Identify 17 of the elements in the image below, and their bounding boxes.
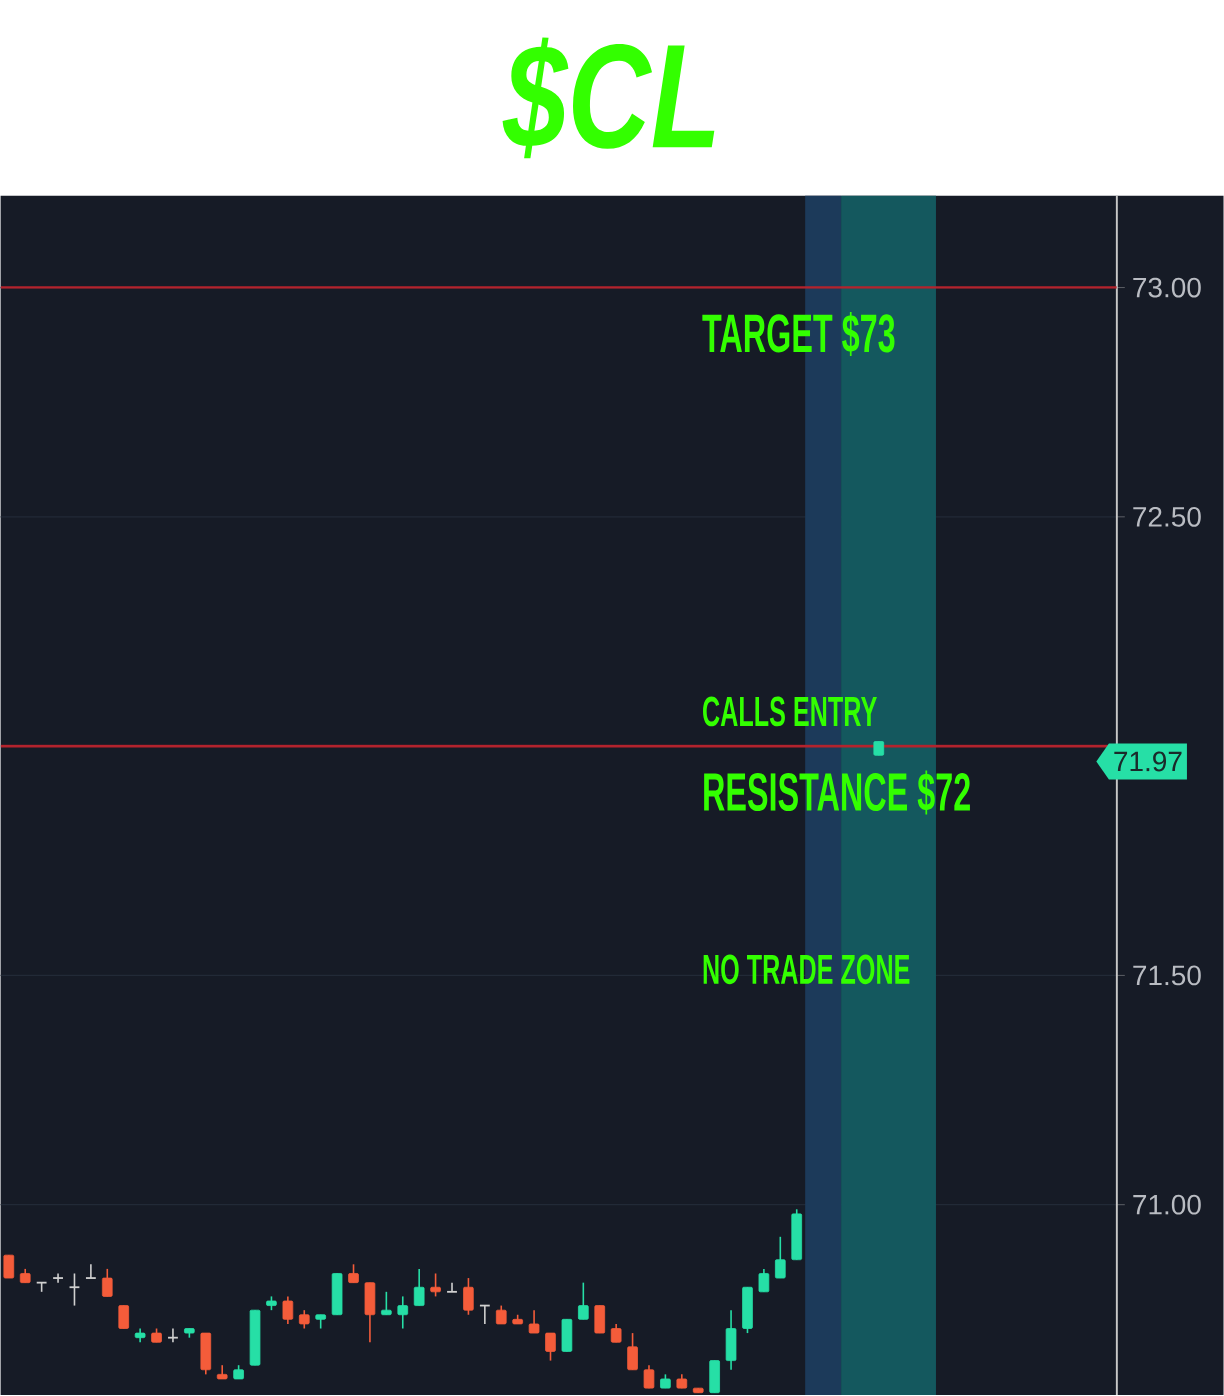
annotation: NO TRADE ZONE bbox=[703, 954, 910, 985]
ref-line-label: TARGET $73 bbox=[702, 311, 895, 357]
candlestick bbox=[446, 1281, 458, 1293]
y-tick-label: 71.50 bbox=[1133, 965, 1201, 986]
candlestick bbox=[52, 1272, 65, 1284]
candlestick bbox=[775, 1235, 786, 1279]
ref-line-label: RESISTANCE $72 bbox=[704, 770, 971, 815]
candlestick bbox=[85, 1263, 97, 1279]
candlestick bbox=[68, 1272, 81, 1307]
candlestick bbox=[578, 1281, 589, 1321]
candlestick bbox=[167, 1327, 179, 1344]
y-tick-label: 73.00 bbox=[1133, 277, 1201, 298]
annotation: 71.97 bbox=[1114, 751, 1182, 772]
annotation: CALLS ENTRY bbox=[703, 696, 878, 727]
chart-title: $CL bbox=[502, 37, 715, 159]
y-tick-label: 72.50 bbox=[1133, 506, 1201, 527]
y-tick-label: 71.00 bbox=[1133, 1194, 1201, 1215]
